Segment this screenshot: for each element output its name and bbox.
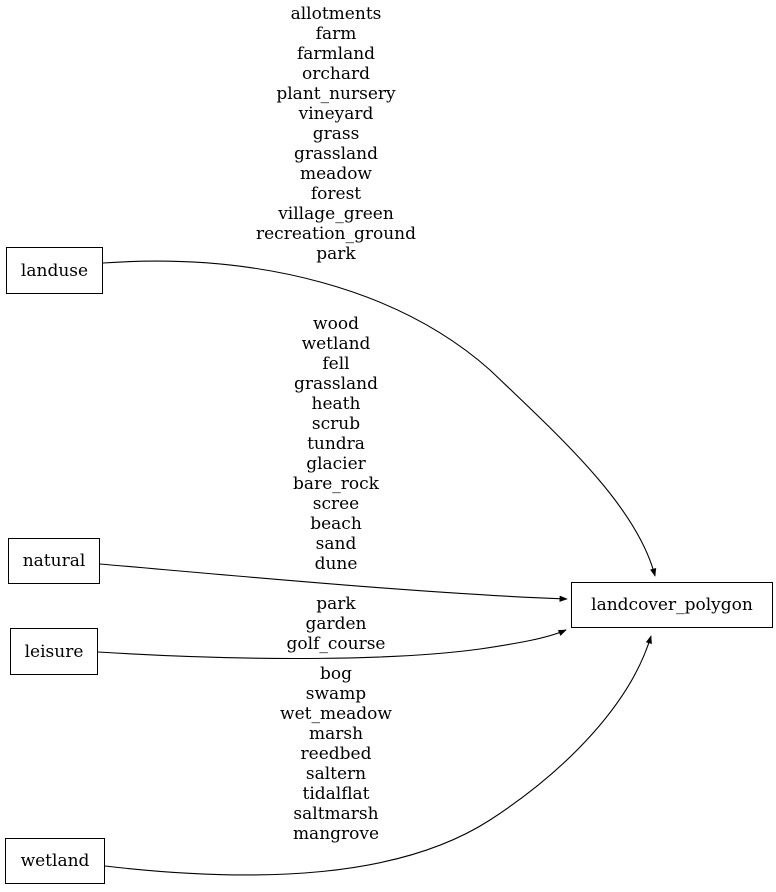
edge-leisure-to-landcover (97, 629, 567, 660)
node-natural: natural (8, 538, 100, 584)
edge-label-natural-values: wood wetland fell grassland heath scrub … (293, 314, 379, 574)
edge-label-leisure-values: park garden golf_course (286, 594, 386, 654)
edge-wetland-to-landcover (104, 635, 652, 876)
node-wetland: wetland (5, 838, 105, 884)
edge-label-wetland-values: bog swamp wet_meadow marsh reedbed salte… (280, 664, 392, 844)
node-landuse: landuse (6, 247, 103, 294)
edge-natural-to-landcover (99, 563, 568, 602)
node-leisure: leisure (10, 628, 98, 675)
edge-label-landuse-values: allotments farm farmland orchard plant_n… (255, 4, 416, 264)
node-landcover-polygon: landcover_polygon (571, 582, 773, 628)
edge-landuse-to-landcover (102, 260, 657, 577)
